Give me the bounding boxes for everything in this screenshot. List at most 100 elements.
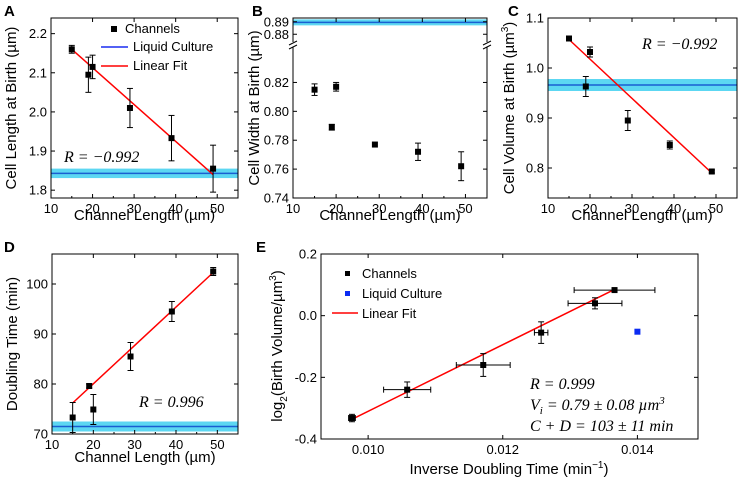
x-tick-label: 40 xyxy=(667,201,681,216)
x-tick-label: 0.012 xyxy=(486,442,519,457)
panel-e-r-annotation: R = 0.999 xyxy=(529,376,595,393)
y-tick-label: 70 xyxy=(34,427,48,442)
panel-e: E 0.010 0.012 0.014 -0.4 -0.2 0.0 0.2 Inverse… xyxy=(256,239,699,478)
x-tick-label: 40 xyxy=(169,437,183,452)
panel-e-y-ticks: -0.4 -0.2 0.0 0.2 xyxy=(295,247,698,447)
x-tick-label: 50 xyxy=(210,201,224,216)
y-tick-label: 0.80 xyxy=(264,104,289,119)
panel-c-y-label-main: Cell Volume at Birth (µm xyxy=(501,32,518,194)
channel-data-point xyxy=(611,287,618,294)
panel-e-frame xyxy=(320,253,699,440)
panel-e-vi-annotation: Vi = 0.79 ± 0.08 µm3 xyxy=(530,395,665,417)
panel-c-y-label-close: ) xyxy=(501,22,518,27)
axis-break-mark xyxy=(482,40,492,46)
panel-e-y-label: log2(Birth Volume/µm3) xyxy=(268,270,290,422)
panel-b-plot-area xyxy=(293,19,487,182)
panel-e-letter: E xyxy=(256,239,266,256)
y-tick-label: 2.2 xyxy=(29,26,47,41)
vi-rest: = 0.79 ± 0.08 µm xyxy=(543,397,659,414)
y-tick-label: 0.78 xyxy=(264,133,289,148)
vi-sup: 3 xyxy=(658,395,665,407)
panel-b-axis-break xyxy=(287,40,493,50)
panel-d-y-label: Doubling Time (min) xyxy=(4,277,21,411)
linear-fit-line xyxy=(71,48,214,176)
channel-data-point xyxy=(371,141,378,148)
panel-b-x-label: Channel Length (µm) xyxy=(319,207,460,224)
panel-d-r-annotation: R = 0.996 xyxy=(138,394,204,411)
panel-e-x-label: Inverse Doubling Time (min−1) xyxy=(410,460,609,478)
panel-a-x-ticks: 10 20 30 40 50 xyxy=(44,18,224,216)
panel-c-frame xyxy=(547,17,738,199)
y-tick-label: 0.2 xyxy=(299,247,317,262)
vi-lead: V xyxy=(530,397,542,414)
panel-c-x-label: Channel Length (µm) xyxy=(571,207,712,224)
panel-a-x-label: Channel Length (µm) xyxy=(74,207,215,224)
panel-e-y-label-main: (Birth Volume/µm xyxy=(269,281,286,396)
panel-a: A 10 20 30 40 50 1.8 1.9 2.0 2.1 2.2 Channel Len… xyxy=(3,3,239,224)
channel-data-point xyxy=(480,362,487,368)
y-tick-label: 1.8 xyxy=(29,183,47,198)
axis-break-mark xyxy=(288,40,298,46)
panel-e-plot-area xyxy=(348,287,656,423)
panel-c-letter: C xyxy=(508,3,519,20)
panel-a-frame xyxy=(50,17,239,199)
y-tick-label: 1.1 xyxy=(526,11,544,26)
legend-liquid-culture-marker xyxy=(345,291,350,296)
channel-data-point xyxy=(538,329,545,336)
panel-d-letter: D xyxy=(4,239,15,256)
channel-data-point xyxy=(348,415,355,422)
panel-c: C 10 20 30 40 50 0.8 0.9 1.0 1.1 Channel Length… xyxy=(500,3,738,224)
panel-b: B 10 20 30 40 50 0.74 0.76 0.78 0.80 0.82 0.880.8… xyxy=(246,3,493,224)
y-tick-label: 0.8 xyxy=(526,161,544,176)
y-tick-label: -0.2 xyxy=(295,370,317,385)
legend-linear-fit-label: Linear Fit xyxy=(133,58,188,73)
panel-a-r-annotation: R = −0.992 xyxy=(63,149,139,166)
y-tick-label: 2.1 xyxy=(29,65,47,80)
channel-data-point xyxy=(333,83,340,90)
y-tick-label: 80 xyxy=(34,377,48,392)
x-tick-label: 10 xyxy=(44,201,58,216)
panel-b-x-ticks: 10 20 30 40 50 xyxy=(286,18,473,216)
panel-c-y-label: Cell Volume at Birth (µm3) xyxy=(500,22,518,195)
y-tick-label: 100 xyxy=(26,277,48,292)
channel-data-point xyxy=(69,414,76,421)
panel-e-x-label-close: ) xyxy=(603,461,608,478)
channel-data-point xyxy=(126,105,133,111)
x-tick-label: 30 xyxy=(127,437,141,452)
x-tick-label: 50 xyxy=(458,201,472,216)
panel-c-y-ticks: 0.8 0.9 1.0 1.1 xyxy=(526,11,737,176)
channel-data-point xyxy=(587,49,593,55)
legend-liquid-culture-label: Liquid Culture xyxy=(133,39,213,54)
linear-fit-line xyxy=(72,271,214,404)
panel-a-y-label: Cell Length at Birth (µm) xyxy=(3,27,20,190)
channel-data-point xyxy=(591,300,598,307)
channel-data-point xyxy=(582,83,589,90)
panel-e-y-label-sub: 2 xyxy=(279,396,290,402)
panel-d-y-ticks: 70 80 90 100 xyxy=(26,277,238,442)
panel-e-x-label-main: Inverse Doubling Time (min xyxy=(410,461,593,478)
x-tick-label: 10 xyxy=(541,201,555,216)
legend-liquid-culture-label: Liquid Culture xyxy=(362,286,442,301)
y-tick-label: 90 xyxy=(34,327,48,342)
channel-data-point xyxy=(168,135,175,142)
panel-e-cd-annotation: C + D = 103 ± 11 min xyxy=(530,418,673,435)
x-tick-label: 50 xyxy=(210,437,224,452)
x-tick-label: 40 xyxy=(168,201,182,216)
y-tick-label: 2.0 xyxy=(29,104,47,119)
x-tick-label: 0.014 xyxy=(621,442,654,457)
panel-d-x-ticks: 10 20 30 40 50 xyxy=(45,254,225,452)
panel-d-frame xyxy=(51,253,239,435)
panel-e-y-label-sup: 3 xyxy=(268,275,279,281)
channel-data-point xyxy=(328,124,335,131)
panel-e-x-ticks: 0.010 0.012 0.014 xyxy=(352,254,654,457)
panel-e-x-label-sup: −1 xyxy=(592,460,604,471)
panel-b-y-label: Cell Width at Birth (µm) xyxy=(246,30,263,185)
linear-fit-line xyxy=(568,38,713,174)
channel-data-point xyxy=(210,165,217,172)
panel-a-y-ticks: 1.8 1.9 2.0 2.1 2.2 xyxy=(29,26,238,198)
legend-channels-label: Channels xyxy=(125,21,180,36)
channel-data-point xyxy=(458,163,465,170)
panel-b-frame xyxy=(292,17,488,199)
axis-break-mark xyxy=(288,44,298,50)
